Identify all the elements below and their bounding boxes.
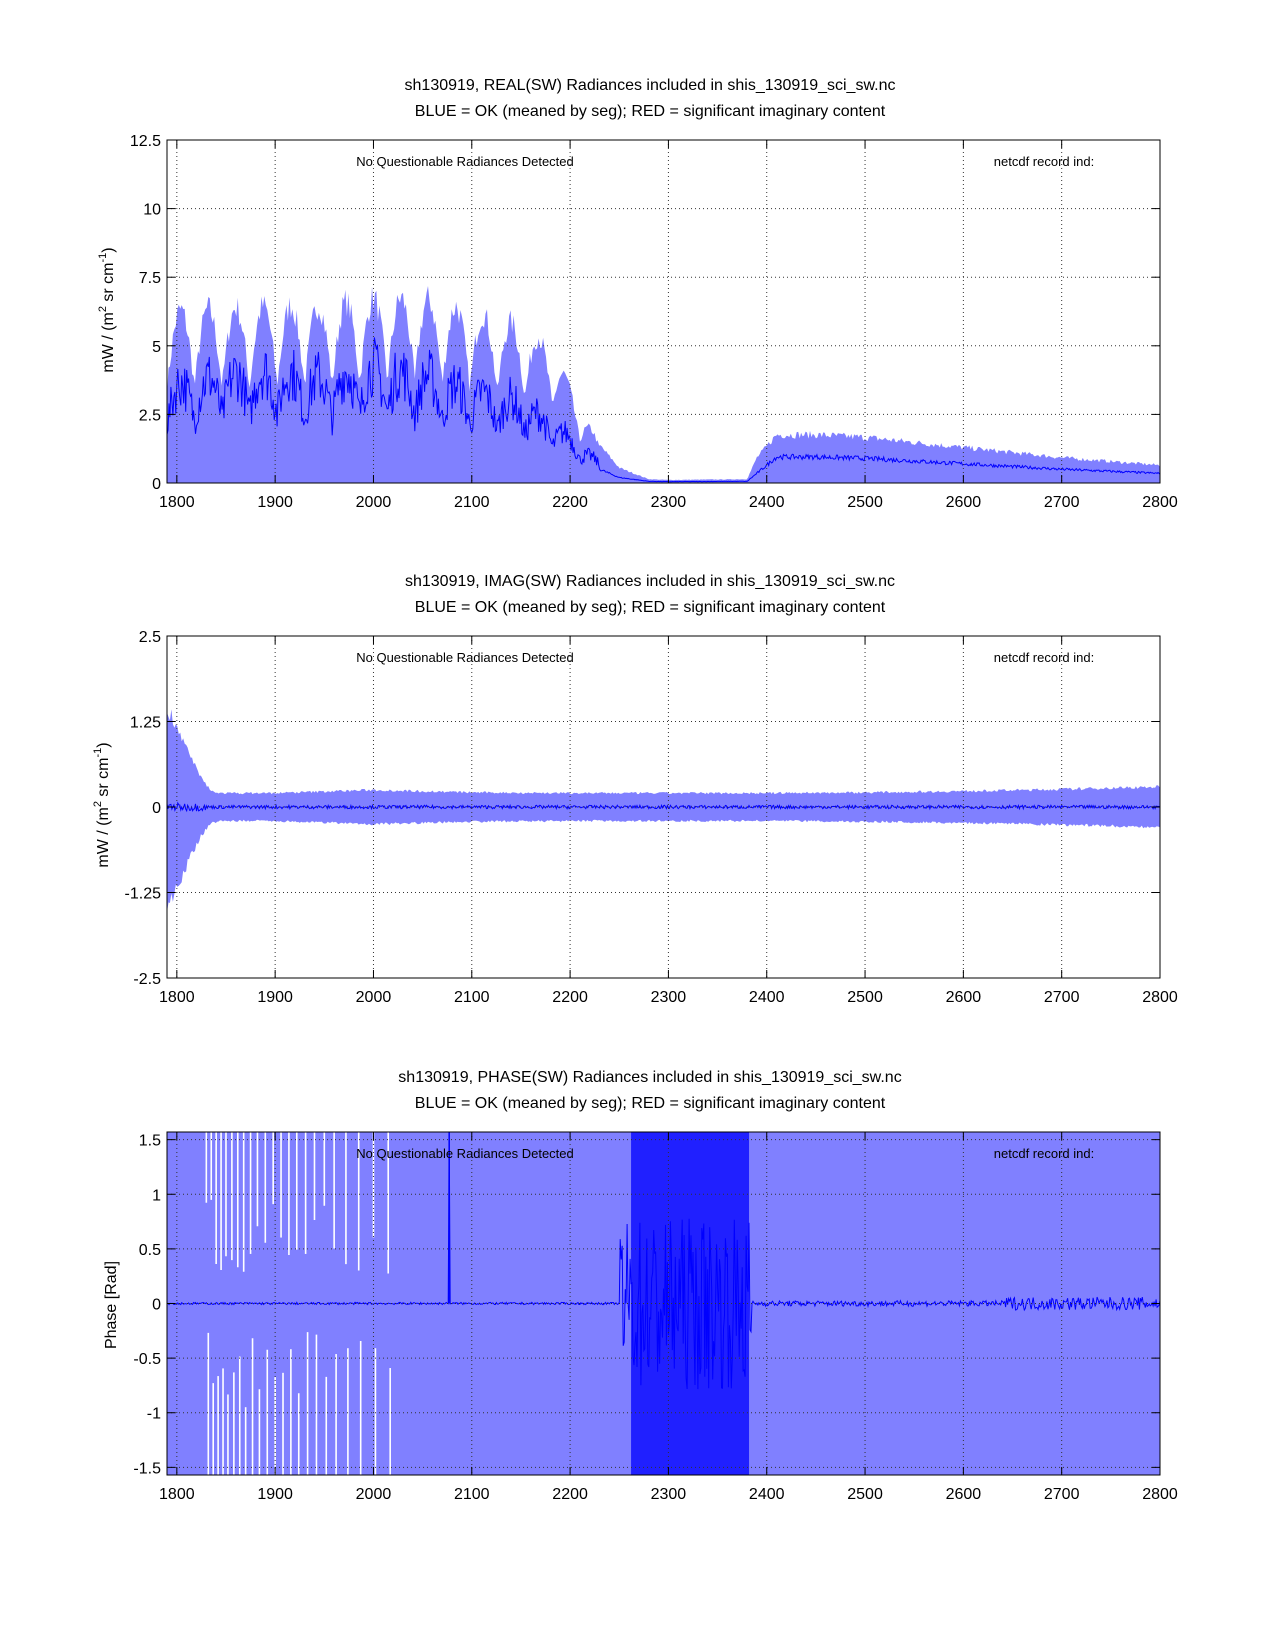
phase-ytick-label: -0.5 [133, 1351, 161, 1368]
real-ytick-label: 12.5 [130, 133, 161, 150]
real-xtick-label: 2000 [356, 494, 392, 511]
phase-saturated-region [631, 1132, 750, 1475]
imag-xtick-label: 2400 [749, 989, 785, 1006]
imag-xtick-label: 1900 [257, 989, 293, 1006]
phase-annotation-right: netcdf record ind: [994, 1146, 1094, 1161]
real-ytick-label: 2.5 [139, 407, 161, 424]
phase-xtick-label: 2600 [946, 1486, 982, 1503]
phase-xtick-label: 2100 [454, 1486, 490, 1503]
imag-envelope-band [167, 709, 1160, 913]
real-ytick-label: 10 [143, 202, 161, 219]
real-annotation-left: No Questionable Radiances Detected [356, 154, 574, 169]
phase-plot-area: 1800 1900 2000 2100 2200 2300 2400 2500 2600 2700… [133, 1131, 1178, 1503]
imag-ytick-label: 2.5 [139, 629, 161, 646]
real-ylabel: mW / (m2 sr cm-1) [97, 247, 117, 372]
imag-xtick-label: 2000 [356, 989, 392, 1006]
real-xtick-label: 2800 [1142, 494, 1178, 511]
imag-xtick-label: 2100 [454, 989, 490, 1006]
real-xtick-label: 1800 [159, 494, 195, 511]
imag-subtitle: BLUE = OK (meaned by seg); RED = signifi… [415, 599, 886, 616]
real-xtick-label: 2500 [847, 494, 883, 511]
imag-ytick-label: 0 [152, 800, 161, 817]
imag-radiance-panel: sh130919, IMAG(SW) Radiances included in… [92, 573, 1178, 1006]
real-subtitle: BLUE = OK (meaned by seg); RED = signifi… [415, 103, 886, 120]
real-axes-box [166, 139, 1161, 484]
imag-xtick-label: 2500 [847, 989, 883, 1006]
imag-xtick-label: 2700 [1044, 989, 1080, 1006]
real-annotation-right: netcdf record ind: [994, 154, 1094, 169]
imag-series-layer [167, 709, 1160, 913]
imag-mean-line [167, 801, 1160, 813]
real-ytick-label: 5 [152, 339, 161, 356]
phase-xtick-label: 2700 [1044, 1486, 1080, 1503]
real-xtick-label: 1900 [257, 494, 293, 511]
phase-ytick-label: 0.5 [139, 1242, 161, 1259]
imag-xtick-label: 2300 [651, 989, 687, 1006]
phase-ylabel: Phase [Rad] [103, 1261, 120, 1349]
real-xtick-label: 2300 [651, 494, 687, 511]
phase-ytick-label: 1 [152, 1187, 161, 1204]
imag-xtick-label: 1800 [159, 989, 195, 1006]
imag-xtick-label: 2200 [552, 989, 588, 1006]
real-xtick-label: 2400 [749, 494, 785, 511]
phase-annotation-left: No Questionable Radiances Detected [356, 1146, 574, 1161]
imag-ylabel: mW / (m2 sr cm-1) [92, 742, 112, 867]
phase-xtick-label: 1800 [159, 1486, 195, 1503]
imag-annotation-right: netcdf record ind: [994, 650, 1094, 665]
real-plot-area: 1800 1900 2000 2100 2200 2300 2400 2500 2600 2700… [130, 133, 1178, 511]
real-title: sh130919, REAL(SW) Radiances included in… [405, 77, 896, 94]
phase-subtitle: BLUE = OK (meaned by seg); RED = signifi… [415, 1095, 886, 1112]
phase-ytick-label: 0 [152, 1297, 161, 1314]
real-xtick-label: 2600 [946, 494, 982, 511]
phase-xtick-label: 2500 [847, 1486, 883, 1503]
phase-xtick-label: 1900 [257, 1486, 293, 1503]
phase-xtick-label: 2000 [356, 1486, 392, 1503]
real-series-layer [167, 286, 1160, 483]
phase-ytick-label: -1 [147, 1406, 161, 1423]
phase-ytick-label: 1.5 [139, 1133, 161, 1150]
real-xtick-label: 2700 [1044, 494, 1080, 511]
phase-xtick-label: 2400 [749, 1486, 785, 1503]
phase-xtick-label: 2200 [552, 1486, 588, 1503]
real-envelope-band [167, 286, 1160, 483]
real-ytick-label: 0 [152, 476, 161, 493]
phase-panel: sh130919, PHASE(SW) Radiances included i… [103, 1069, 1178, 1503]
imag-xtick-label: 2600 [946, 989, 982, 1006]
phase-title: sh130919, PHASE(SW) Radiances included i… [398, 1069, 901, 1086]
imag-xtick-label: 2800 [1142, 989, 1178, 1006]
imag-ytick-label: -1.25 [125, 886, 162, 903]
real-xtick-label: 2200 [552, 494, 588, 511]
phase-ytick-label: -1.5 [133, 1460, 161, 1477]
phase-xtick-label: 2300 [651, 1486, 687, 1503]
real-ytick-label: 7.5 [139, 270, 161, 287]
imag-annotation-left: No Questionable Radiances Detected [356, 650, 574, 665]
phase-xtick-label: 2800 [1142, 1486, 1178, 1503]
imag-plot-area: 1800 1900 2000 2100 2200 2300 2400 2500 2600 2700… [125, 629, 1178, 1006]
real-radiance-panel: sh130919, REAL(SW) Radiances included in… [97, 77, 1178, 511]
imag-title: sh130919, IMAG(SW) Radiances included in… [405, 573, 895, 590]
imag-ytick-label: 1.25 [130, 715, 161, 732]
real-mean-line [167, 337, 1160, 483]
imag-ytick-label: -2.5 [133, 971, 161, 988]
real-xtick-label: 2100 [454, 494, 490, 511]
